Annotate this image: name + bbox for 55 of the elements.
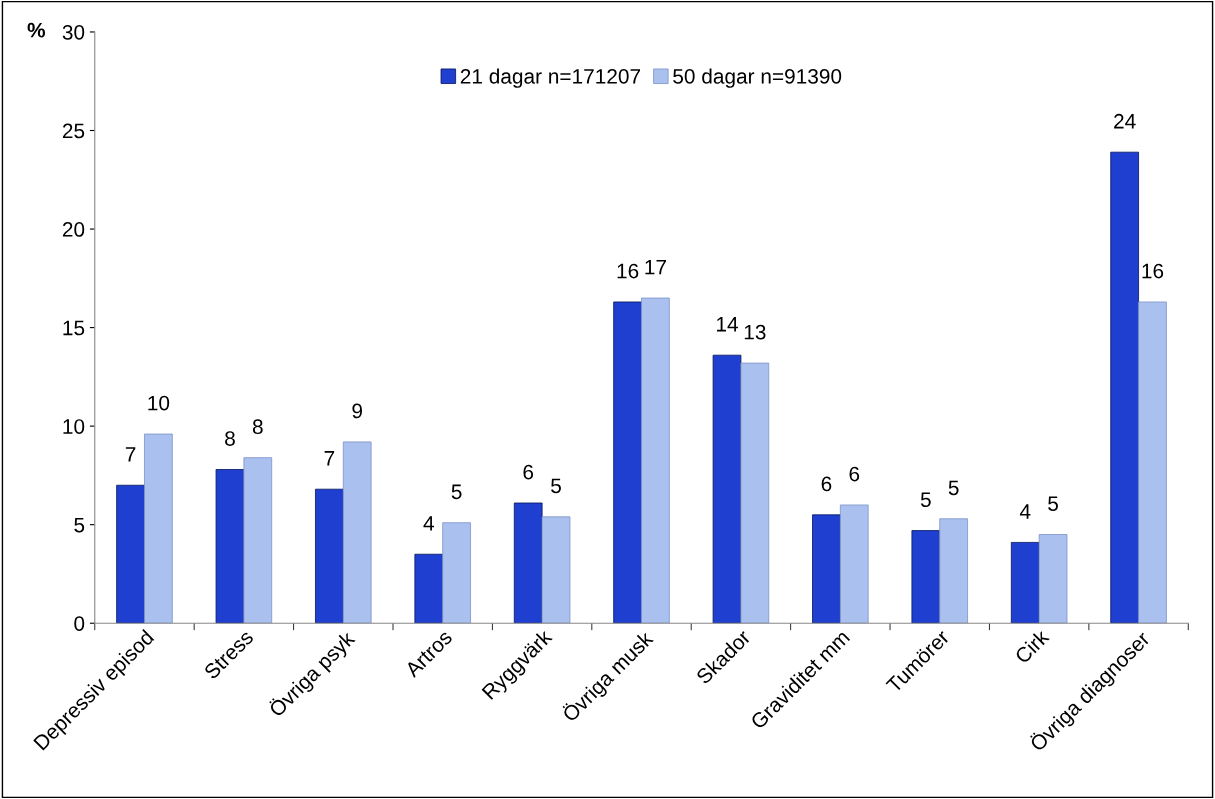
y-tick-label: 5 xyxy=(74,517,85,533)
data-label: 8 xyxy=(225,431,235,446)
bar xyxy=(839,504,869,624)
bar xyxy=(116,484,145,624)
bar xyxy=(712,354,742,624)
data-label: 13 xyxy=(744,324,766,340)
bar xyxy=(641,297,670,624)
data-label: 14 xyxy=(717,317,738,332)
y-tick-label: 30 xyxy=(62,24,85,40)
data-label: 5 xyxy=(451,484,462,500)
bar xyxy=(342,441,372,624)
data-label: 6 xyxy=(523,464,534,480)
data-label: 8 xyxy=(252,419,263,435)
bar xyxy=(442,522,471,624)
bar xyxy=(1110,151,1139,624)
bar xyxy=(939,518,968,624)
legend-label: 21 dagar n=171207 xyxy=(460,68,641,88)
data-label: 4 xyxy=(1019,504,1031,519)
y-tick-label: 0 xyxy=(74,616,85,631)
data-label: 5 xyxy=(948,480,959,496)
bar xyxy=(243,457,273,624)
y-tick-label: 15 xyxy=(63,320,85,336)
data-label: 6 xyxy=(821,476,832,492)
bar xyxy=(414,553,444,624)
bar xyxy=(740,362,770,624)
bar xyxy=(513,502,543,624)
data-label: 4 xyxy=(423,516,434,531)
data-label: 5 xyxy=(1048,496,1058,511)
y-axis-title: % xyxy=(27,22,46,38)
bar xyxy=(215,469,245,624)
bar xyxy=(1138,301,1167,624)
legend-label: 50 dagar n=91390 xyxy=(673,68,842,88)
data-label: 7 xyxy=(324,451,335,466)
data-label: 10 xyxy=(148,395,170,411)
bar xyxy=(812,514,841,624)
y-tick-label: 20 xyxy=(62,222,85,237)
data-label: 24 xyxy=(1114,113,1136,129)
bar xyxy=(541,516,571,624)
data-label: 9 xyxy=(352,403,363,419)
data-label: 16 xyxy=(1142,263,1164,279)
x-tick-label: Cirk xyxy=(1013,628,1050,665)
bar xyxy=(1010,541,1040,624)
bar xyxy=(911,530,941,624)
bar xyxy=(144,433,173,624)
data-label: 5 xyxy=(920,492,931,508)
data-label: 16 xyxy=(617,263,639,279)
data-label: 5 xyxy=(551,478,561,494)
bar xyxy=(1038,534,1068,624)
y-tick-label: 10 xyxy=(63,419,85,434)
data-label: 6 xyxy=(849,466,860,482)
bar xyxy=(315,488,344,624)
bar xyxy=(613,301,642,624)
data-label: 17 xyxy=(645,259,666,275)
data-label: 7 xyxy=(125,447,136,462)
y-tick-label: 25 xyxy=(62,123,85,139)
